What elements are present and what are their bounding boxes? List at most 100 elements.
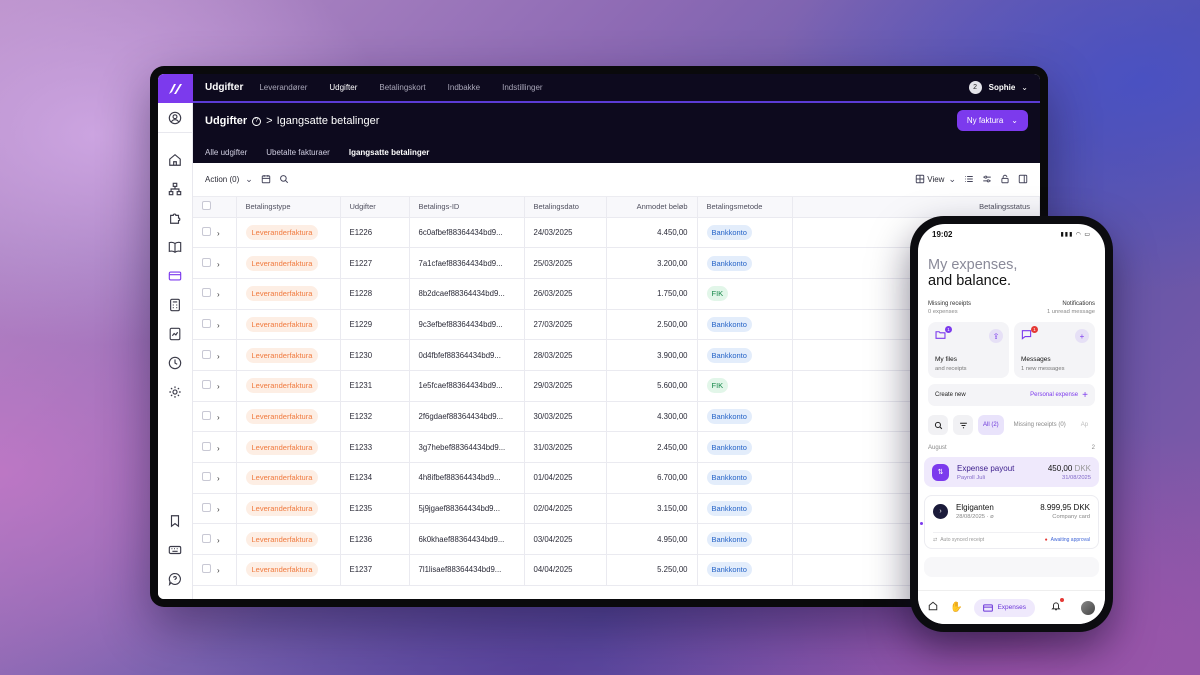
nav-payment-cards[interactable]: Betalingskort bbox=[379, 83, 426, 92]
cell-expense[interactable]: E1233 bbox=[340, 431, 410, 463]
view-button[interactable]: View bbox=[927, 175, 945, 184]
keyboard-icon[interactable] bbox=[158, 535, 193, 564]
column-header[interactable]: Betalings-ID bbox=[409, 197, 525, 218]
chevron-right-icon[interactable]: › bbox=[217, 535, 220, 545]
plus-icon[interactable]: + bbox=[1075, 329, 1089, 343]
my-files-card[interactable]: 1 ⇪ My files and receipts bbox=[928, 322, 1009, 378]
row-checkbox[interactable] bbox=[202, 410, 211, 420]
bookmark-icon[interactable] bbox=[158, 506, 193, 535]
user-menu[interactable]: Sophie bbox=[988, 83, 1016, 92]
personal-expense-link[interactable]: Personal expense bbox=[1030, 392, 1079, 398]
chevron-right-icon[interactable]: › bbox=[217, 443, 220, 453]
cell-expense[interactable]: E1235 bbox=[340, 493, 410, 525]
row-checkbox[interactable] bbox=[202, 318, 211, 328]
nav-inbox[interactable]: Indbakke bbox=[447, 83, 481, 92]
nav-settings[interactable]: Indstillinger bbox=[502, 83, 543, 92]
chevron-right-icon[interactable]: › bbox=[217, 474, 220, 484]
notification-count-badge[interactable]: 2 bbox=[968, 81, 982, 94]
chevron-down-icon[interactable]: ⌄ bbox=[245, 174, 253, 184]
home-icon[interactable] bbox=[158, 145, 193, 174]
column-header[interactable]: Betalingsstatus bbox=[792, 197, 1040, 218]
awaiting-approval-label[interactable]: Awaiting approval bbox=[1050, 537, 1090, 543]
hand-icon[interactable]: ✋ bbox=[950, 602, 963, 613]
cell-expense[interactable]: E1231 bbox=[340, 370, 410, 402]
filter-all-chip[interactable]: All (2) bbox=[978, 415, 1004, 435]
logo-icon[interactable] bbox=[158, 74, 193, 103]
help-chat-icon[interactable] bbox=[158, 564, 193, 593]
tab-initiated-payments[interactable]: Igangsatte betalinger bbox=[348, 148, 430, 157]
action-dropdown[interactable]: Action (0) bbox=[205, 175, 240, 184]
cell-expense[interactable]: E1227 bbox=[340, 247, 410, 279]
chevron-down-icon[interactable]: ⌄ bbox=[948, 174, 956, 184]
row-checkbox[interactable] bbox=[202, 288, 211, 298]
chevron-right-icon[interactable]: › bbox=[217, 351, 220, 361]
create-new-row[interactable]: Create new Personal expense + bbox=[928, 384, 1095, 406]
filter-missing-chip[interactable]: Missing receipts (0) bbox=[1013, 422, 1066, 428]
breadcrumb-root[interactable]: Udgifter bbox=[205, 115, 248, 127]
table-row[interactable]: › Leveranderfaktura E1230 0d4fbfef883644… bbox=[193, 339, 1040, 371]
clock-icon[interactable] bbox=[158, 348, 193, 377]
help-icon[interactable]: ? bbox=[252, 116, 262, 126]
calculator-icon[interactable] bbox=[158, 290, 193, 319]
column-header[interactable]: Betalingstype bbox=[236, 197, 341, 218]
cell-expense[interactable]: E1237 bbox=[340, 554, 410, 586]
list-icon[interactable] bbox=[964, 174, 974, 186]
tab-expenses[interactable]: Expenses bbox=[974, 598, 1035, 617]
column-header[interactable]: Betalingsdato bbox=[524, 197, 607, 218]
row-checkbox[interactable] bbox=[202, 533, 211, 543]
avatar[interactable] bbox=[1081, 600, 1095, 615]
cell-expense[interactable]: E1232 bbox=[340, 401, 410, 433]
column-header[interactable]: Anmodet beløb bbox=[606, 197, 698, 218]
transaction-elgiganten[interactable]: › Elgiganten 28/08/2025 · ⌀ 8.999,95 DKK… bbox=[920, 495, 1099, 549]
panel-toggle-icon[interactable] bbox=[1018, 174, 1028, 186]
chevron-right-icon[interactable]: › bbox=[217, 505, 220, 515]
notifications-label[interactable]: Notifications bbox=[1062, 301, 1095, 307]
filter-more-chip[interactable]: Ap bbox=[1080, 422, 1089, 428]
search-icon[interactable] bbox=[279, 174, 289, 186]
credit-card-icon[interactable] bbox=[158, 261, 193, 290]
column-header[interactable]: Betalingsmetode bbox=[697, 197, 793, 218]
chevron-right-icon[interactable]: › bbox=[217, 228, 220, 238]
cell-expense[interactable]: E1226 bbox=[340, 217, 410, 249]
missing-receipts-label[interactable]: Missing receipts bbox=[928, 301, 972, 307]
chevron-right-icon[interactable]: › bbox=[217, 412, 220, 422]
filter-icon[interactable] bbox=[953, 415, 973, 435]
row-checkbox[interactable] bbox=[202, 472, 211, 482]
nav-suppliers[interactable]: Leverandører bbox=[259, 83, 308, 92]
chevron-right-icon[interactable]: › bbox=[217, 290, 220, 300]
book-icon[interactable] bbox=[158, 232, 193, 261]
cell-expense[interactable]: E1229 bbox=[340, 309, 410, 341]
cell-expense[interactable]: E1236 bbox=[340, 523, 410, 556]
transaction-payout[interactable]: ⇅ Expense payout Payroll Juli 450,00 DKK… bbox=[924, 457, 1099, 487]
user-circle-icon[interactable] bbox=[158, 103, 193, 132]
select-all-checkbox[interactable] bbox=[202, 201, 211, 211]
chevron-right-icon[interactable]: › bbox=[217, 382, 220, 392]
row-checkbox[interactable] bbox=[202, 441, 211, 451]
row-checkbox[interactable] bbox=[202, 226, 211, 236]
cell-expense[interactable]: E1234 bbox=[340, 462, 410, 494]
home-icon[interactable] bbox=[928, 601, 938, 614]
lock-icon[interactable] bbox=[1000, 174, 1010, 186]
filter-sliders-icon[interactable] bbox=[982, 174, 992, 186]
upload-icon[interactable]: ⇪ bbox=[989, 329, 1003, 343]
messages-card[interactable]: 1 + Messages 1 new messages bbox=[1014, 322, 1095, 378]
row-checkbox[interactable] bbox=[202, 564, 211, 574]
row-checkbox[interactable] bbox=[202, 257, 211, 267]
chevron-right-icon[interactable]: › bbox=[217, 566, 220, 576]
chevron-down-icon[interactable]: ⌄ bbox=[1021, 83, 1028, 92]
settings-gear-icon[interactable] bbox=[158, 377, 193, 406]
new-invoice-button[interactable]: Ny faktura ⌄ bbox=[956, 110, 1028, 131]
nav-expenses[interactable]: Udgifter bbox=[329, 83, 358, 92]
row-checkbox[interactable] bbox=[202, 349, 211, 359]
puzzle-icon[interactable] bbox=[158, 203, 193, 232]
calendar-icon[interactable] bbox=[261, 174, 271, 186]
plus-icon[interactable]: + bbox=[1082, 389, 1088, 401]
hierarchy-icon[interactable] bbox=[158, 174, 193, 203]
bell-icon[interactable] bbox=[1051, 598, 1064, 614]
view-grid-icon[interactable] bbox=[915, 174, 925, 186]
column-header[interactable]: Udgifter bbox=[340, 197, 410, 218]
chevron-right-icon[interactable]: › bbox=[217, 259, 220, 269]
row-checkbox[interactable] bbox=[202, 380, 211, 390]
row-checkbox[interactable] bbox=[202, 503, 211, 513]
table-row[interactable]: › Leveranderfaktura E1226 6c0afbef883644… bbox=[193, 217, 1040, 249]
